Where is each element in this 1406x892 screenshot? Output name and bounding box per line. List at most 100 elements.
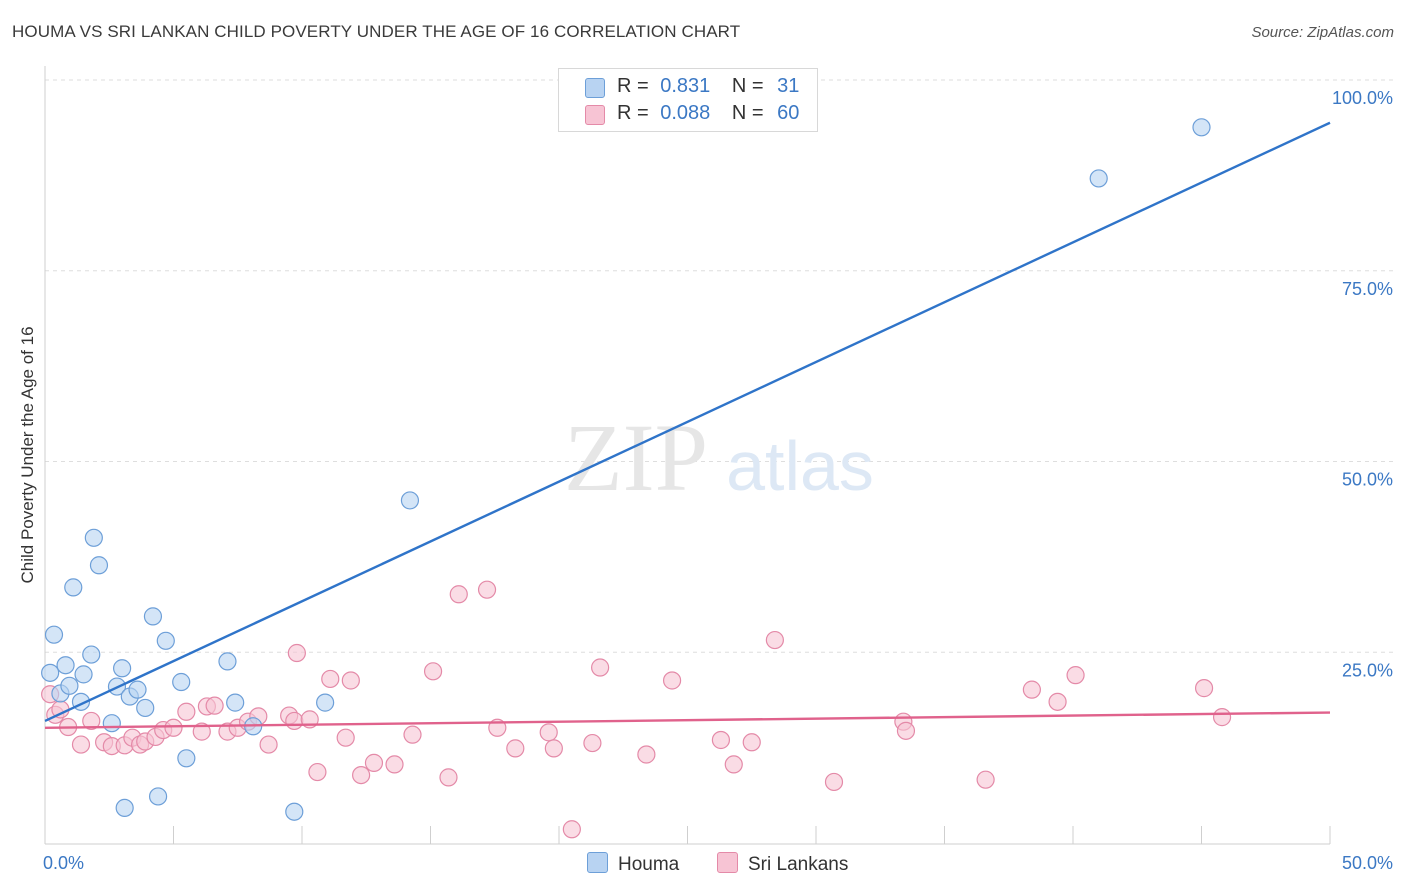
bottom-legend-swatch-houma xyxy=(587,852,608,873)
sri-lankans-point xyxy=(539,723,558,742)
houma-point xyxy=(285,802,304,821)
sri-lankans-point xyxy=(82,711,101,731)
houma-point xyxy=(128,680,147,699)
legend-swatch-sri-lankans xyxy=(585,105,605,125)
houma-trend-line xyxy=(44,121,1331,723)
sri-lankans-point xyxy=(423,662,443,681)
legend-n-label: N = xyxy=(731,75,764,97)
sri-lankans-point xyxy=(71,735,91,754)
sri-lankans-point xyxy=(308,762,327,782)
sri-lankans-point xyxy=(662,671,682,690)
houma-point xyxy=(148,787,168,806)
houma-point xyxy=(115,798,134,818)
sri-lankans-point xyxy=(1048,692,1067,711)
sri-lankans-point xyxy=(506,739,525,758)
houma-point xyxy=(56,656,75,675)
y-tick-label: 50.0% xyxy=(1342,470,1393,490)
legend-n-value-houma: 31 xyxy=(777,75,800,97)
x-tick-label-min: 0.0% xyxy=(43,853,84,873)
houma-point xyxy=(177,749,196,768)
sri-lankans-point xyxy=(711,730,731,750)
houma-point xyxy=(1089,169,1108,188)
houma-point xyxy=(136,698,155,718)
bottom-legend-houma: Houma xyxy=(587,852,679,876)
grid-lines xyxy=(45,79,1395,653)
houma-point xyxy=(1192,118,1211,137)
houma-point xyxy=(74,665,93,684)
legend-r-label: R = xyxy=(617,102,649,124)
sri-lankans-point xyxy=(341,671,360,690)
sri-lankans-point xyxy=(976,770,995,789)
watermark-zip: ZIP xyxy=(564,404,708,511)
sri-lankans-point xyxy=(1194,679,1214,698)
bottom-legend-label-sri-lankans: Sri Lankans xyxy=(748,854,849,875)
houma-point xyxy=(84,528,103,547)
legend-n-value-sri-lankans: 60 xyxy=(777,102,800,124)
sri-lankans-point xyxy=(205,696,224,715)
watermark-atlas: atlas xyxy=(726,427,874,505)
houma-point xyxy=(102,714,121,733)
sri-lankans-point xyxy=(164,718,183,737)
sri-lankans-point xyxy=(352,765,371,785)
sri-lankans-point xyxy=(1212,708,1232,727)
axes xyxy=(44,66,1331,845)
houma-point xyxy=(218,652,237,671)
houma-point xyxy=(64,578,83,597)
sri-lankans-point xyxy=(1066,666,1085,685)
chart-title: HOUMA VS SRI LANKAN CHILD POVERTY UNDER … xyxy=(12,22,741,41)
houma-point xyxy=(156,631,175,650)
houma-point xyxy=(143,607,163,626)
legend-r-label: R = xyxy=(617,75,649,97)
source-label: Source: ZipAtlas.com xyxy=(1251,24,1394,41)
sri-lankans-point xyxy=(287,643,306,663)
watermark: ZIP atlas xyxy=(564,404,874,511)
sri-lankans-point xyxy=(285,711,304,731)
legend-r-value-houma: 0.831 xyxy=(660,75,711,97)
sri-lankans-point xyxy=(259,735,278,754)
houma-point xyxy=(44,625,64,644)
bottom-legend-sri-lankans: Sri Lankans xyxy=(717,852,848,876)
houma-point xyxy=(112,659,132,678)
y-tick-label: 25.0% xyxy=(1342,660,1393,680)
sri-lankans-point xyxy=(637,745,656,764)
sri-lankans-point xyxy=(896,721,916,740)
sri-lankans-point xyxy=(336,728,355,747)
sri-lankans-point xyxy=(477,580,497,599)
sri-lankans-point xyxy=(1022,680,1041,699)
sri-lankans-point xyxy=(591,658,610,677)
sri-lankans-point xyxy=(385,755,404,774)
houma-point xyxy=(316,693,335,712)
y-tick-label: 75.0% xyxy=(1342,279,1393,299)
sri-lankans-point xyxy=(403,725,422,744)
tick-labels: 25.0% 50.0% 75.0% 100.0% 0.0% 50.0% xyxy=(43,88,1393,873)
sri-lankans-point xyxy=(177,702,196,721)
houma-point xyxy=(172,672,191,692)
sri-lankans-point xyxy=(364,753,384,772)
trend-lines xyxy=(44,121,1331,729)
houma-point xyxy=(41,663,60,682)
sri-lankans-point xyxy=(562,820,581,839)
houma-point xyxy=(82,645,101,664)
sri-lankans-point xyxy=(824,772,844,792)
houma-points xyxy=(41,118,1211,821)
legend-n-label: N = xyxy=(731,102,764,124)
y-tick-label: 100.0% xyxy=(1332,88,1393,108)
sri-lankans-point xyxy=(544,739,563,758)
y-axis-title: Child Poverty Under the Age of 16 xyxy=(18,326,37,584)
sri-lankans-point xyxy=(742,733,761,752)
houma-point xyxy=(400,491,420,510)
legend: R = 0.831 N = 31 R = 0.088 N = 60 xyxy=(558,68,818,132)
sri-lankans-points xyxy=(41,580,1232,839)
sri-lankans-point xyxy=(321,669,340,689)
bottom-legend-label-houma: Houma xyxy=(618,854,680,875)
sri-lankans-point xyxy=(583,733,602,753)
legend-r-value-sri-lankans: 0.088 xyxy=(660,102,711,124)
sri-lankans-point xyxy=(449,585,468,604)
sri-lankans-trend-line xyxy=(44,711,1331,729)
sri-lankans-point xyxy=(724,755,743,774)
sri-lankans-point xyxy=(192,722,211,741)
houma-point xyxy=(89,556,109,575)
legend-swatch-houma xyxy=(585,78,605,98)
x-tick-label-max: 50.0% xyxy=(1342,853,1393,873)
